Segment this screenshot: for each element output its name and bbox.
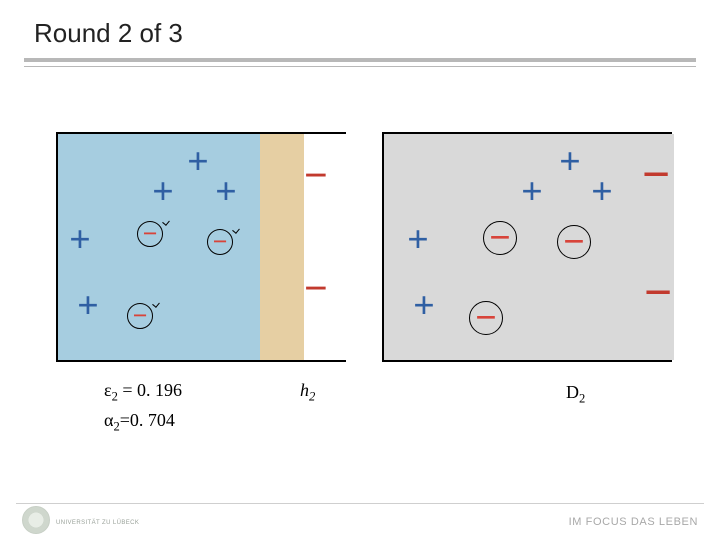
- footer-divider: [16, 503, 704, 504]
- minus-glyph: −: [304, 155, 328, 197]
- plus-glyph: +: [152, 173, 174, 211]
- minus-glyph: −: [644, 267, 673, 317]
- right-diagram: +++++−−−−−: [382, 132, 672, 362]
- circled-minus-glyph: −: [475, 299, 497, 337]
- university-name: UNIVERSITÄT ZU LÜBECK: [56, 520, 139, 526]
- university-seal-icon: [22, 506, 50, 534]
- plus-glyph: +: [77, 287, 99, 325]
- caption-value: = 0. 196: [118, 380, 182, 400]
- caption-h: h2: [300, 380, 315, 405]
- plus-glyph: +: [187, 143, 209, 181]
- plus-glyph: +: [521, 173, 543, 211]
- circled-minus-glyph: −: [133, 303, 148, 329]
- caption-subscript: 2: [579, 392, 585, 406]
- plus-glyph: +: [413, 287, 435, 325]
- title-divider-thin: [24, 66, 696, 67]
- left-diagram: +++++−−−−−: [56, 132, 346, 362]
- diagram-region: [260, 134, 304, 360]
- plus-glyph: +: [407, 221, 429, 259]
- circled-minus-glyph: −: [489, 219, 511, 257]
- circled-minus-glyph: −: [213, 229, 228, 255]
- caption-symbol: h: [300, 380, 309, 400]
- plus-glyph: +: [215, 173, 237, 211]
- caption-alpha: α2=0. 704: [104, 410, 175, 435]
- caption-subscript: 2: [309, 390, 315, 404]
- caption-symbol: D: [566, 382, 579, 402]
- caption-epsilon: ε2 = 0. 196: [104, 380, 182, 405]
- plus-glyph: +: [591, 173, 613, 211]
- caption-d: D2: [566, 382, 585, 407]
- plus-glyph: +: [559, 143, 581, 181]
- plus-glyph: +: [69, 221, 91, 259]
- caption-symbol: ε: [104, 380, 112, 400]
- circled-minus-glyph: −: [143, 221, 158, 247]
- title-divider-thick: [24, 58, 696, 62]
- caption-value: =0. 704: [120, 410, 175, 430]
- circled-minus-glyph: −: [563, 223, 585, 261]
- minus-glyph: −: [304, 268, 328, 310]
- footer-motto: IM FOCUS DAS LEBEN: [569, 516, 698, 528]
- minus-glyph: −: [642, 149, 671, 199]
- page-title: Round 2 of 3: [34, 18, 183, 49]
